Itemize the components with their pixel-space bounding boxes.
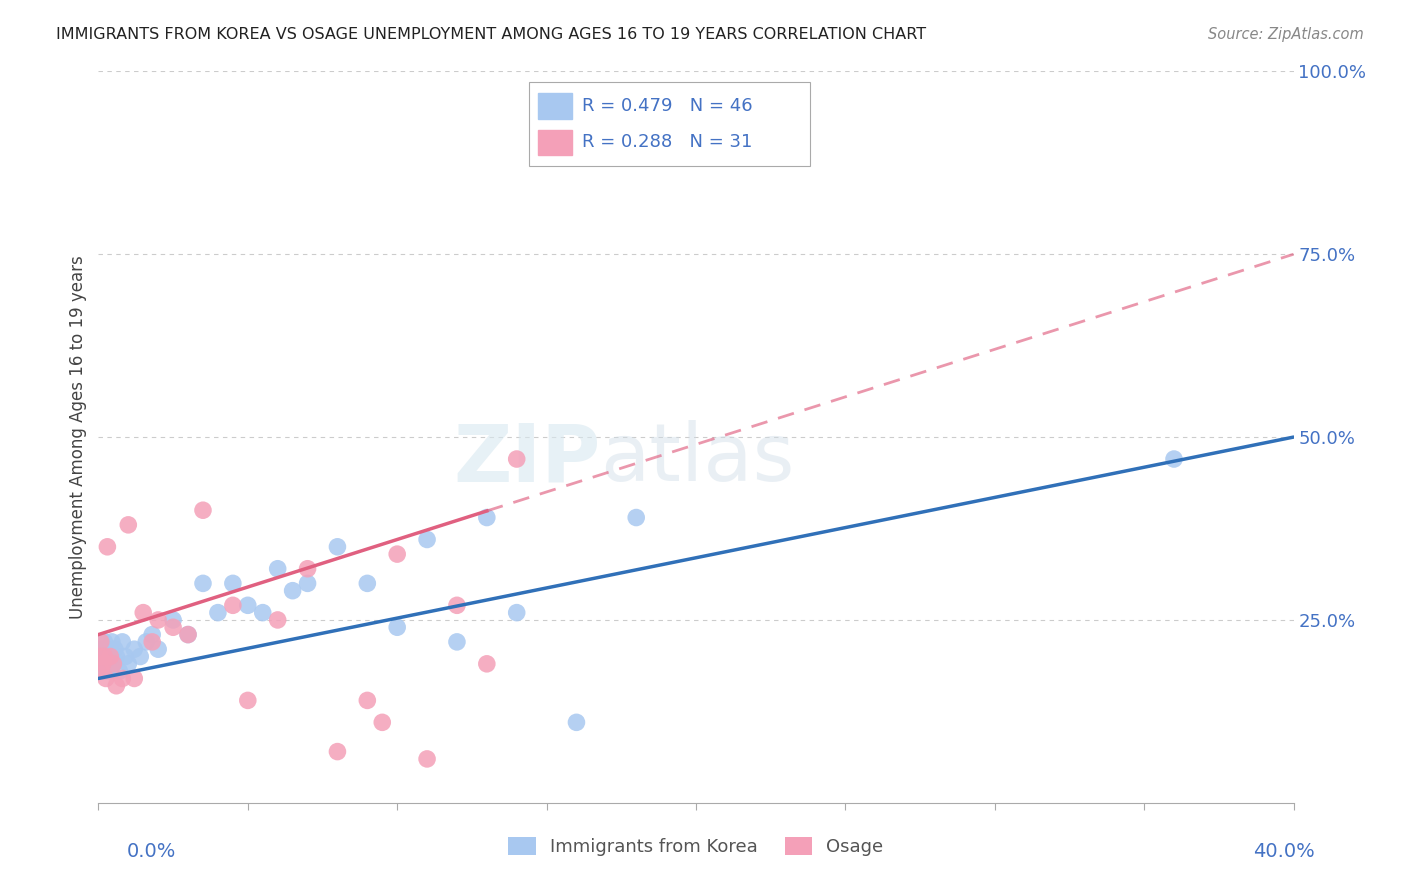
Point <box>267 613 290 627</box>
Point <box>177 627 200 641</box>
FancyBboxPatch shape <box>529 82 810 167</box>
Point <box>252 606 274 620</box>
Point <box>94 649 117 664</box>
Point <box>89 649 111 664</box>
Point <box>475 510 498 524</box>
Point <box>385 547 409 561</box>
Point <box>626 510 648 524</box>
Point <box>416 752 439 766</box>
Point <box>124 642 146 657</box>
Bar <box>538 94 572 119</box>
Point <box>191 576 214 591</box>
Point <box>103 657 125 671</box>
Point <box>96 540 118 554</box>
Point <box>103 657 125 671</box>
Text: 40.0%: 40.0% <box>1253 842 1315 862</box>
Point <box>148 613 170 627</box>
Point <box>297 576 319 591</box>
Point <box>416 533 439 547</box>
Point <box>117 517 139 532</box>
Point <box>326 745 349 759</box>
Point <box>506 606 529 620</box>
Point <box>91 649 114 664</box>
Point <box>97 649 120 664</box>
Point <box>93 657 115 671</box>
Point <box>91 657 114 671</box>
Point <box>98 649 122 664</box>
Point <box>132 606 155 620</box>
Point <box>89 657 111 671</box>
Point <box>162 613 184 627</box>
Text: 0.0%: 0.0% <box>127 842 176 862</box>
Point <box>326 540 349 554</box>
Point <box>105 679 128 693</box>
Text: R = 0.288   N = 31: R = 0.288 N = 31 <box>582 133 752 152</box>
Point <box>1163 452 1185 467</box>
Point <box>236 693 259 707</box>
Point <box>356 576 378 591</box>
Text: atlas: atlas <box>600 420 794 498</box>
Point <box>475 657 498 671</box>
Point <box>90 649 112 664</box>
Y-axis label: Unemployment Among Ages 16 to 19 years: Unemployment Among Ages 16 to 19 years <box>69 255 87 619</box>
Point <box>96 657 118 671</box>
Point <box>506 452 529 467</box>
Point <box>207 606 229 620</box>
Point <box>565 715 588 730</box>
Point <box>104 642 127 657</box>
Point <box>98 664 122 678</box>
Point <box>297 562 319 576</box>
Text: IMMIGRANTS FROM KOREA VS OSAGE UNEMPLOYMENT AMONG AGES 16 TO 19 YEARS CORRELATIO: IMMIGRANTS FROM KOREA VS OSAGE UNEMPLOYM… <box>56 27 927 42</box>
Point <box>108 664 131 678</box>
Point <box>111 635 134 649</box>
Point <box>96 642 118 657</box>
Point <box>141 635 163 649</box>
Point <box>385 620 409 634</box>
Point <box>129 649 152 664</box>
Point <box>371 715 394 730</box>
Point <box>135 635 157 649</box>
Point <box>111 672 134 686</box>
Point <box>148 642 170 657</box>
Point <box>101 635 124 649</box>
Point <box>91 642 114 657</box>
Point <box>90 635 112 649</box>
Point <box>236 599 259 613</box>
Point <box>222 576 245 591</box>
Point <box>281 583 304 598</box>
Point <box>222 599 245 613</box>
Point <box>114 649 136 664</box>
Bar <box>538 130 572 155</box>
Point <box>94 664 117 678</box>
Point <box>105 649 128 664</box>
Text: R = 0.479   N = 46: R = 0.479 N = 46 <box>582 97 754 115</box>
Point <box>93 649 115 664</box>
Point <box>162 620 184 634</box>
Point <box>356 693 378 707</box>
Point <box>117 657 139 671</box>
Point <box>446 635 468 649</box>
Point <box>124 672 146 686</box>
Point <box>94 672 117 686</box>
Point <box>177 627 200 641</box>
Point <box>191 503 214 517</box>
Text: Source: ZipAtlas.com: Source: ZipAtlas.com <box>1208 27 1364 42</box>
Text: ZIP: ZIP <box>453 420 600 498</box>
Point <box>93 635 115 649</box>
Legend: Immigrants from Korea, Osage: Immigrants from Korea, Osage <box>502 830 890 863</box>
Point <box>141 627 163 641</box>
Point <box>90 664 112 678</box>
Point <box>446 599 468 613</box>
Point <box>267 562 290 576</box>
Point <box>90 664 112 678</box>
